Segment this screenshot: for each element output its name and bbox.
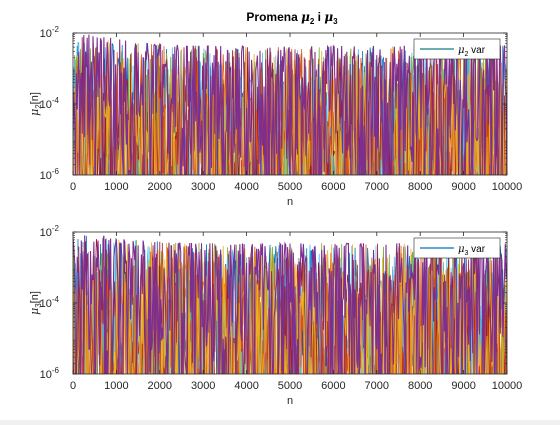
mu2-y-tick-label: 10-2 [40,25,60,40]
mu3-y-tick-label: 10-2 [40,224,60,239]
mu2-x-tick-label: 7000 [365,181,389,193]
mu3-y-tick-label: 10-6 [40,366,60,381]
mu3-x-axis-label: n [287,395,293,407]
mu3-x-tick-label: 7000 [365,380,389,392]
mu2-series-group [73,34,507,175]
mu2-x-tick-label: 3000 [191,181,215,193]
mu3-x-tick-label: 4000 [234,380,258,392]
mu2-x-axis-label: n [287,196,293,208]
mu3-legend: μ3 var [413,237,501,259]
figure-title: Promena μ2 i μ3 [246,10,338,26]
mu2-y-tick-label: 10-4 [40,96,60,111]
mu2-x-tick-label: 10000 [492,181,523,193]
mu3-y-axis-label: μ3[n] [28,291,43,315]
mu2-x-tick-label: 5000 [278,181,302,193]
mu3-x-tick-label: 10000 [492,380,523,392]
mu3-x-tick-label: 5000 [278,380,302,392]
mu2-legend-label: μ2 var [458,45,486,58]
bottom-subplot: 0 1000 2000 3000 4000 5000 6000 7000 8000 9000 100… [28,224,522,407]
mu3-legend-label: μ3 var [458,244,486,257]
mu2-legend-box [413,38,501,60]
mu2-y-tick-label: 10-6 [40,167,60,182]
mu2-x-tick-label: 6000 [321,181,345,193]
mu2-x-tick-label: 1000 [104,181,128,193]
mu3-legend-box [413,237,501,259]
mu3-x-tick-label: 8000 [408,380,432,392]
mu2-x-tick-label: 4000 [234,181,258,193]
mu3-x-tick-label: 6000 [321,380,345,392]
mu3-x-tick-label: 9000 [451,380,475,392]
mu2-x-tick-label: 9000 [451,181,475,193]
mu3-series-group [73,235,507,374]
top-subplot: 0 1000 2000 3000 4000 5000 6000 7000 8000 9000 100… [28,25,522,208]
mu2-x-tick-label: 2000 [148,181,172,193]
mu3-x-tick-label: 3000 [191,380,215,392]
mu3-series-line-7 [73,235,507,374]
mu2-x-tick-label: 8000 [408,181,432,193]
mu2-y-axis-label: μ2[n] [28,92,43,116]
mu3-x-tick-label: 2000 [148,380,172,392]
mu2-x-tick-label: 0 [70,181,76,193]
mu3-x-tick-label: 0 [70,380,76,392]
mu2-legend: μ2 var [413,38,501,60]
mu3-x-tick-label: 1000 [104,380,128,392]
mu3-y-tick-label: 10-4 [40,295,60,310]
